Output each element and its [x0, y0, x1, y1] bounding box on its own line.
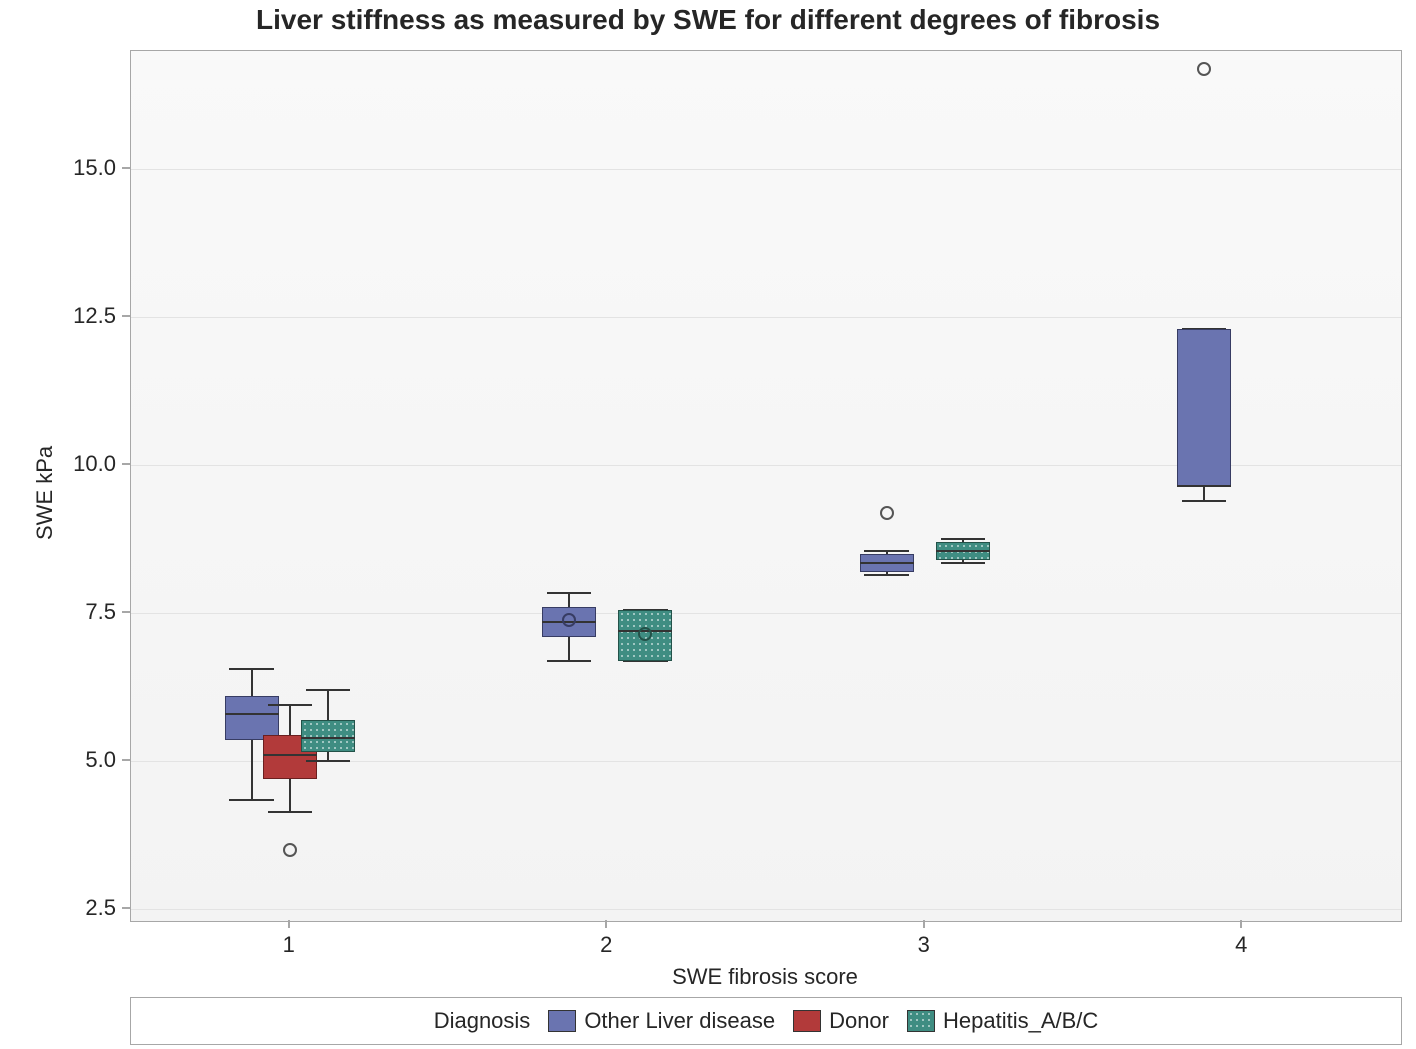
x-tick — [923, 920, 925, 928]
y-tick-label: 12.5 — [73, 303, 116, 329]
outlier-marker — [283, 843, 297, 857]
whisker-cap — [268, 704, 312, 706]
whisker — [327, 690, 329, 720]
legend-title: Diagnosis — [434, 1008, 531, 1034]
y-tick — [122, 167, 130, 169]
median-line — [1177, 485, 1231, 487]
outlier-marker — [880, 506, 894, 520]
whisker-cap — [306, 760, 350, 762]
whisker — [289, 779, 291, 812]
legend-item: Other Liver disease — [548, 1008, 775, 1034]
y-tick-label: 2.5 — [85, 895, 116, 921]
y-tick — [122, 463, 130, 465]
y-tick — [122, 759, 130, 761]
legend-swatch — [793, 1010, 821, 1032]
legend-swatch — [548, 1010, 576, 1032]
legend-label: Other Liver disease — [584, 1008, 775, 1034]
x-axis-label: SWE fibrosis score — [130, 964, 1400, 990]
whisker-cap — [268, 811, 312, 813]
chart-container: Liver stiffness as measured by SWE for d… — [0, 0, 1416, 1049]
x-tick-label: 1 — [269, 932, 309, 958]
y-axis-label: SWE kPa — [32, 446, 58, 540]
y-tick — [122, 315, 130, 317]
y-tick-label: 10.0 — [73, 451, 116, 477]
y-gridline — [131, 909, 1401, 910]
legend: Diagnosis Other Liver disease Donor Hepatit… — [130, 997, 1402, 1045]
y-tick-label: 7.5 — [85, 599, 116, 625]
whisker-cap — [547, 592, 591, 594]
whisker — [251, 740, 253, 799]
legend-item: Donor — [793, 1008, 889, 1034]
whisker — [289, 705, 291, 735]
whisker-cap — [941, 562, 985, 564]
y-gridline — [131, 317, 1401, 318]
median-line — [225, 713, 279, 715]
whisker-cap — [941, 538, 985, 540]
x-tick — [1240, 920, 1242, 928]
whisker — [568, 637, 570, 661]
x-tick-label: 2 — [586, 932, 626, 958]
x-tick — [605, 920, 607, 928]
box — [1177, 329, 1231, 486]
median-line — [301, 737, 355, 739]
x-tick-label: 4 — [1221, 932, 1261, 958]
whisker — [251, 669, 253, 696]
whisker-cap — [1182, 500, 1226, 502]
median-line — [860, 562, 914, 564]
whisker-cap — [229, 668, 273, 670]
x-tick-label: 3 — [904, 932, 944, 958]
whisker — [1203, 486, 1205, 501]
median-line — [936, 550, 990, 552]
y-tick — [122, 611, 130, 613]
whisker — [568, 593, 570, 608]
whisker-cap — [864, 550, 908, 552]
legend-swatch — [907, 1010, 935, 1032]
y-tick-label: 5.0 — [85, 747, 116, 773]
legend-label: Donor — [829, 1008, 889, 1034]
outlier-marker — [1197, 62, 1211, 76]
x-tick — [288, 920, 290, 928]
plot-area — [130, 50, 1402, 922]
whisker-cap — [864, 574, 908, 576]
legend-item: Hepatitis_A/B/C — [907, 1008, 1098, 1034]
y-gridline — [131, 169, 1401, 170]
whisker-cap — [229, 799, 273, 801]
chart-title: Liver stiffness as measured by SWE for d… — [0, 4, 1416, 36]
y-tick — [122, 907, 130, 909]
whisker-cap — [306, 689, 350, 691]
y-gridline — [131, 613, 1401, 614]
legend-label: Hepatitis_A/B/C — [943, 1008, 1098, 1034]
y-tick-label: 15.0 — [73, 155, 116, 181]
median-line — [263, 754, 317, 756]
whisker-cap — [547, 660, 591, 662]
